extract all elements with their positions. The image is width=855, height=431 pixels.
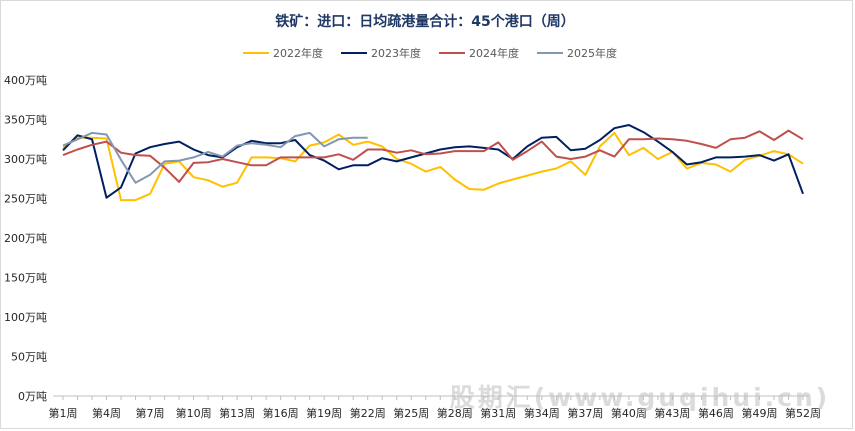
legend: 2022年度 2023年度 2024年度 2025年度 [243,46,617,60]
x-tick-label: 第37周 [567,406,603,420]
series-line-3 [62,131,368,184]
y-tick-label: 50万吨 [11,351,47,364]
legend-label-2: 2024年度 [469,46,519,60]
x-tick-label: 第46周 [698,406,734,420]
x-tick-label: 第25周 [393,406,429,420]
y-axis: 0万吨 50万吨 100万吨 150万吨 200万吨 250万吨 300万吨 350万吨 400… [4,74,47,403]
y-tick-label: 0万吨 [18,390,47,403]
y-tick-label: 300万吨 [4,153,47,166]
y-tick-label: 250万吨 [4,193,47,206]
x-tick-label: 第1周 [49,406,78,420]
y-tick-label: 150万吨 [4,272,47,285]
x-axis: 第1周 第4周 第7周 第10周 第13周 第16周 第19周 第22周 第25周 第28周 第31… [49,395,821,420]
legend-label-1: 2023年度 [371,46,421,60]
watermark-text: 股期汇(www.guqihui.cn) [450,383,830,412]
series-line-0 [62,131,804,202]
x-tick-label: 第43周 [654,406,690,420]
y-tick-label: 100万吨 [4,311,47,324]
chart-title: 铁矿：进口：日均疏港量合计：45个港口（周） [275,13,574,30]
x-tick-label: 第19周 [306,406,342,420]
x-tick-label: 第52周 [785,406,821,420]
x-tick-label: 第4周 [92,406,121,420]
x-tick-label: 第13周 [219,406,255,420]
x-tick-label: 第10周 [176,406,212,420]
legend-label-3: 2025年度 [567,46,617,60]
series-line-2 [62,129,804,183]
y-tick-label: 200万吨 [4,232,47,245]
x-tick-label: 第28周 [437,406,473,420]
x-tick-label: 第40周 [611,406,647,420]
y-tick-label: 350万吨 [4,114,47,127]
x-tick-label: 第34周 [524,406,560,420]
x-tick-label: 第16周 [263,406,299,420]
series-layer [62,124,804,202]
y-tick-label: 400万吨 [4,74,47,87]
x-tick-label: 第31周 [480,406,516,420]
legend-label-0: 2022年度 [273,46,323,60]
x-tick-label: 第22周 [350,406,386,420]
series-line-1 [62,124,804,199]
x-tick-label: 第49周 [741,406,777,420]
x-tick-label: 第7周 [136,406,165,420]
